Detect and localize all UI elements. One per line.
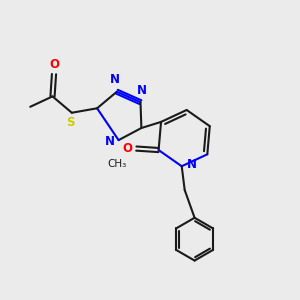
Text: S: S [66, 116, 75, 129]
Text: N: N [187, 158, 197, 171]
Text: N: N [137, 84, 147, 97]
Text: O: O [50, 58, 60, 71]
Text: O: O [123, 142, 133, 155]
Text: N: N [110, 73, 119, 86]
Text: CH₃: CH₃ [107, 160, 127, 170]
Text: N: N [105, 135, 115, 148]
